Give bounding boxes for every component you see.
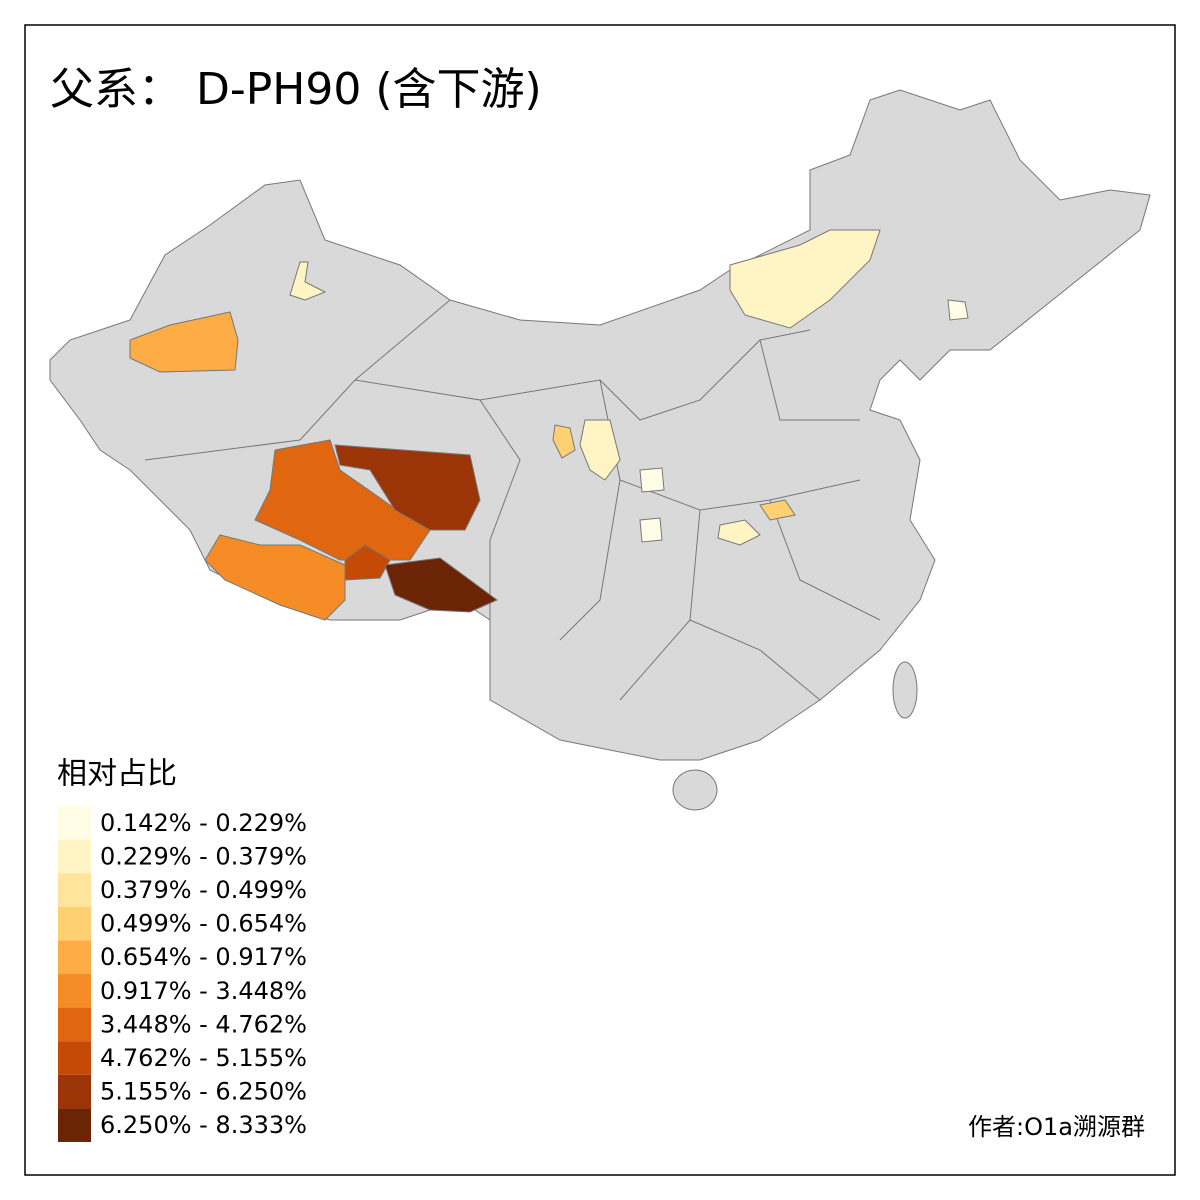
legend-title: 相对占比 (57, 757, 177, 792)
legend-label: 0.229% - 0.379% (100, 842, 307, 870)
title: 父系： D-PH90 (含下游) (50, 64, 542, 115)
legend-swatch (58, 906, 91, 941)
province-borders (144, 299, 881, 701)
legend-swatch (58, 1108, 91, 1142)
region (204, 534, 346, 621)
legend-label: 0.917% - 3.448% (100, 977, 307, 1005)
legend-label: 0.142% - 0.229% (100, 809, 307, 837)
legend-label: 0.379% - 0.499% (100, 876, 307, 904)
region (639, 517, 663, 543)
region (552, 424, 576, 459)
legend-swatch (58, 1007, 91, 1042)
region (334, 444, 481, 531)
region (579, 419, 621, 481)
region (384, 557, 498, 613)
credit: 作者:O1a溯源群 (968, 1113, 1145, 1141)
legend-label: 5.155% - 6.250% (100, 1078, 307, 1106)
legend: 0.142% - 0.229% 0.229% - 0.379% 0.379% - 0… (58, 806, 307, 1142)
legend-label: 6.250% - 8.333% (100, 1111, 307, 1139)
legend-swatch (58, 974, 91, 1008)
island (892, 661, 918, 719)
legend-label: 0.499% - 0.654% (100, 910, 307, 938)
region (289, 261, 327, 301)
legend-swatch (58, 806, 91, 840)
region (254, 439, 431, 561)
map (49, 89, 1151, 811)
legend-swatch (58, 940, 91, 974)
legend-label: 3.448% - 4.762% (100, 1010, 307, 1038)
legend-swatch (58, 873, 91, 907)
region (344, 544, 391, 581)
island (672, 769, 718, 811)
legend-swatch (58, 1074, 91, 1109)
region (639, 467, 665, 493)
region (129, 311, 239, 373)
region (759, 499, 796, 521)
region (947, 299, 969, 321)
legend-swatch (58, 1041, 91, 1075)
legend-label: 4.762% - 5.155% (100, 1044, 307, 1072)
region (717, 519, 761, 546)
legend-label: 0.654% - 0.917% (100, 943, 307, 971)
legend-swatch (58, 839, 91, 874)
region (729, 229, 881, 329)
